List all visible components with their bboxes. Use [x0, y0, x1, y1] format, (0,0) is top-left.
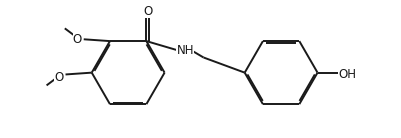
Text: O: O — [73, 33, 82, 46]
Text: OH: OH — [337, 68, 355, 81]
Text: NH: NH — [176, 44, 194, 58]
Text: O: O — [143, 5, 152, 18]
Text: O: O — [54, 71, 63, 84]
